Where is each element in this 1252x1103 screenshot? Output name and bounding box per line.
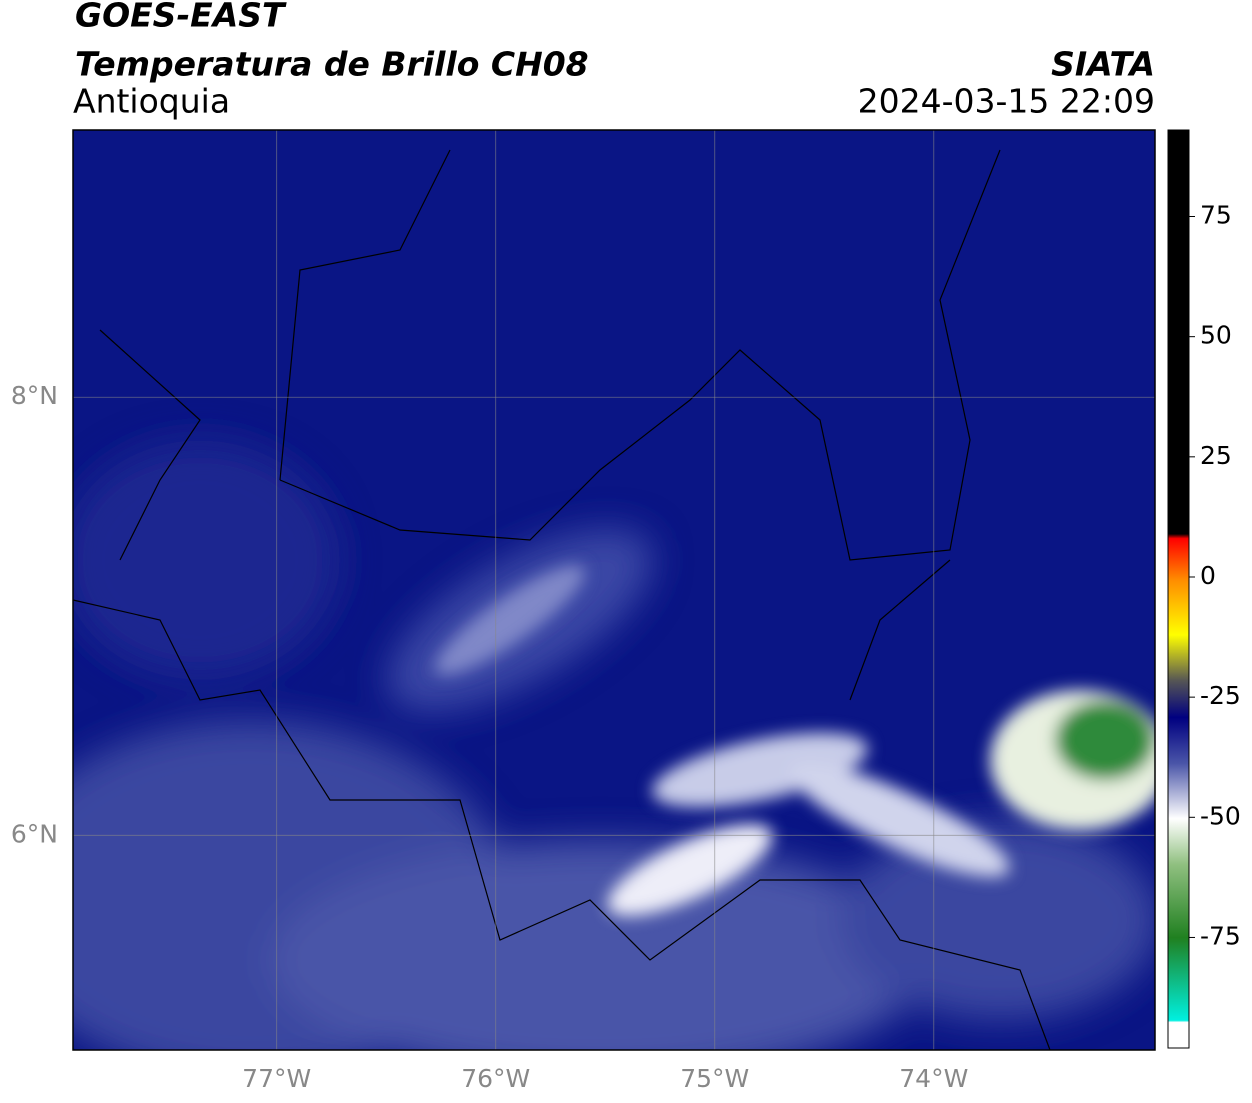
colorbar-tick-label: 0 bbox=[1200, 561, 1216, 590]
lon-tick-label: 74°W bbox=[899, 1064, 968, 1093]
lon-tick-label: 77°W bbox=[242, 1064, 311, 1093]
title: GOES-EAST bbox=[75, 0, 287, 35]
colorbar-tick-label: -75 bbox=[1200, 921, 1241, 950]
lon-tick-label: 75°W bbox=[680, 1064, 749, 1093]
region: Antioquia bbox=[73, 82, 230, 121]
satellite-image bbox=[73, 130, 1155, 1050]
source: SIATA bbox=[1051, 45, 1155, 84]
lat-tick-label: 6°N bbox=[11, 819, 58, 848]
datetime: 2024-03-15 22:09 bbox=[858, 82, 1155, 121]
colorbar-tick-label: 75 bbox=[1200, 201, 1232, 230]
colorbar-tick-label: -50 bbox=[1200, 801, 1241, 830]
colorbar bbox=[1167, 129, 1190, 1049]
lat-tick-label: 8°N bbox=[11, 381, 58, 410]
map-frame bbox=[72, 129, 1156, 1051]
colorbar-tick-label: 50 bbox=[1200, 321, 1232, 350]
lon-tick-label: 76°W bbox=[461, 1064, 530, 1093]
colorbar-tick-label: 25 bbox=[1200, 441, 1232, 470]
subtitle: Temperatura de Brillo CH08 bbox=[75, 45, 589, 84]
colorbar-tick-label: -25 bbox=[1200, 681, 1241, 710]
